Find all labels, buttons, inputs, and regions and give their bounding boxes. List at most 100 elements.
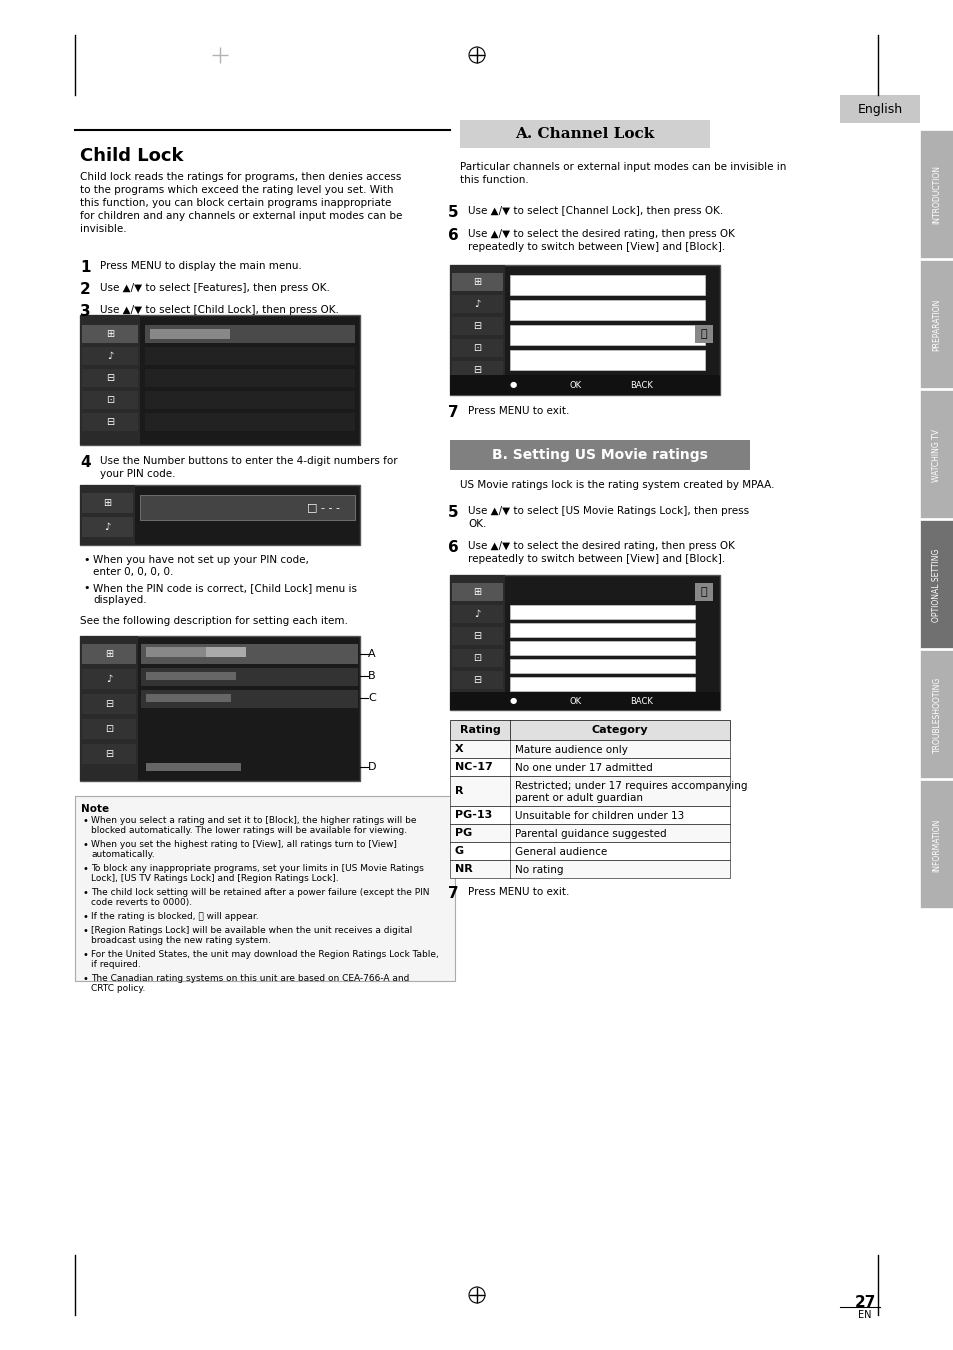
- Bar: [82, 694, 136, 714]
- Bar: [510, 300, 704, 320]
- Text: If the rating is blocked, Ⓒ will appear.: If the rating is blocked, Ⓒ will appear.: [91, 913, 258, 921]
- Text: No rating: No rating: [515, 865, 563, 875]
- Bar: [452, 583, 502, 601]
- Bar: [450, 740, 729, 757]
- Bar: [82, 413, 138, 431]
- Bar: [450, 265, 504, 396]
- Text: General audience: General audience: [515, 846, 607, 857]
- Text: D: D: [368, 761, 376, 772]
- Bar: [510, 605, 695, 620]
- Text: ⊟: ⊟: [105, 699, 113, 709]
- Text: Particular channels or external input modes can be invisible in: Particular channels or external input mo…: [459, 162, 785, 171]
- Bar: [510, 325, 704, 346]
- Bar: [146, 647, 206, 657]
- Text: ⊟: ⊟: [106, 373, 114, 383]
- Bar: [919, 390, 953, 518]
- Text: □ - - -: □ - - -: [307, 502, 339, 512]
- Bar: [82, 644, 136, 664]
- Bar: [450, 776, 729, 806]
- Text: ●: ●: [510, 697, 517, 706]
- Text: R: R: [455, 786, 463, 796]
- Text: The Canadian rating systems on this unit are based on CEA-766-A and: The Canadian rating systems on this unit…: [91, 973, 409, 983]
- Text: displayed.: displayed.: [92, 595, 147, 605]
- Text: Child lock reads the ratings for programs, then denies access: Child lock reads the ratings for program…: [80, 171, 401, 182]
- Text: No one under 17 admitted: No one under 17 admitted: [515, 763, 652, 774]
- Text: NR: NR: [455, 864, 473, 873]
- Text: Use the Number buttons to enter the 4-digit numbers for: Use the Number buttons to enter the 4-di…: [100, 456, 397, 466]
- Text: C: C: [368, 693, 375, 703]
- Text: parent or adult guardian: parent or adult guardian: [515, 792, 642, 803]
- Bar: [141, 644, 357, 664]
- Text: for children and any channels or external input modes can be: for children and any channels or externa…: [80, 211, 402, 221]
- Text: US Movie ratings lock is the rating system created by MPAA.: US Movie ratings lock is the rating syst…: [459, 481, 774, 490]
- Text: Press MENU to exit.: Press MENU to exit.: [468, 887, 569, 896]
- Text: Note: Note: [81, 805, 109, 814]
- Bar: [452, 317, 502, 335]
- Bar: [510, 275, 704, 296]
- Text: G: G: [455, 846, 464, 856]
- Text: Use ▲/▼ to select [Child Lock], then press OK.: Use ▲/▼ to select [Child Lock], then pre…: [100, 305, 338, 315]
- Bar: [452, 605, 502, 622]
- Bar: [82, 392, 138, 409]
- Text: automatically.: automatically.: [91, 850, 154, 859]
- Bar: [145, 392, 355, 409]
- Bar: [450, 265, 720, 396]
- Bar: [919, 649, 953, 778]
- Text: ⊡: ⊡: [106, 396, 114, 405]
- Text: 🔒: 🔒: [700, 587, 706, 597]
- Text: •: •: [83, 555, 90, 566]
- Bar: [82, 744, 136, 764]
- Text: B: B: [368, 671, 375, 680]
- Text: TROUBLESHOOTING: TROUBLESHOOTING: [931, 676, 941, 753]
- Bar: [452, 649, 502, 667]
- Bar: [919, 520, 953, 648]
- Text: code reverts to 0000).: code reverts to 0000).: [91, 898, 192, 907]
- Bar: [450, 860, 729, 878]
- Text: your PIN code.: your PIN code.: [100, 468, 175, 479]
- Bar: [450, 375, 720, 396]
- Bar: [75, 796, 455, 981]
- Text: ♪: ♪: [106, 674, 112, 684]
- Bar: [80, 485, 359, 545]
- Bar: [450, 720, 729, 740]
- Bar: [510, 641, 695, 655]
- Bar: [452, 273, 502, 292]
- Text: ⊡: ⊡: [473, 653, 481, 663]
- Text: 6: 6: [448, 228, 458, 243]
- Bar: [510, 676, 695, 691]
- Bar: [459, 120, 709, 148]
- Text: to the programs which exceed the rating level you set. With: to the programs which exceed the rating …: [80, 185, 393, 194]
- Text: B. Setting US Movie ratings: B. Setting US Movie ratings: [492, 448, 707, 462]
- Bar: [919, 130, 953, 258]
- Bar: [80, 636, 138, 782]
- Text: 5: 5: [448, 205, 458, 220]
- Bar: [840, 95, 919, 123]
- Text: Restricted; under 17 requires accompanying: Restricted; under 17 requires accompanyi…: [515, 782, 747, 791]
- Bar: [919, 780, 953, 909]
- Text: When the PIN code is correct, [Child Lock] menu is: When the PIN code is correct, [Child Loc…: [92, 583, 356, 593]
- Text: BACK: BACK: [629, 697, 652, 706]
- Text: Use ▲/▼ to select [Features], then press OK.: Use ▲/▼ to select [Features], then press…: [100, 284, 330, 293]
- Text: •: •: [83, 926, 89, 936]
- Text: Child Lock: Child Lock: [80, 147, 183, 165]
- Text: INFORMATION: INFORMATION: [931, 818, 941, 872]
- Text: ⊟: ⊟: [105, 749, 113, 759]
- Text: CRTC policy.: CRTC policy.: [91, 984, 145, 994]
- Text: 6: 6: [448, 540, 458, 555]
- Bar: [450, 806, 729, 824]
- Bar: [450, 575, 720, 710]
- Text: •: •: [83, 815, 89, 826]
- Text: INTRODUCTION: INTRODUCTION: [931, 166, 941, 224]
- Bar: [82, 670, 136, 688]
- Bar: [452, 339, 502, 356]
- Text: OK: OK: [569, 381, 581, 390]
- Text: ⊞: ⊞: [473, 277, 481, 288]
- Bar: [450, 842, 729, 860]
- Text: enter 0, 0, 0, 0.: enter 0, 0, 0, 0.: [92, 567, 173, 576]
- Bar: [450, 440, 749, 470]
- Bar: [510, 659, 695, 674]
- Text: •: •: [83, 973, 89, 984]
- Text: 7: 7: [448, 886, 458, 900]
- Bar: [82, 347, 138, 364]
- Text: Press MENU to exit.: Press MENU to exit.: [468, 406, 569, 416]
